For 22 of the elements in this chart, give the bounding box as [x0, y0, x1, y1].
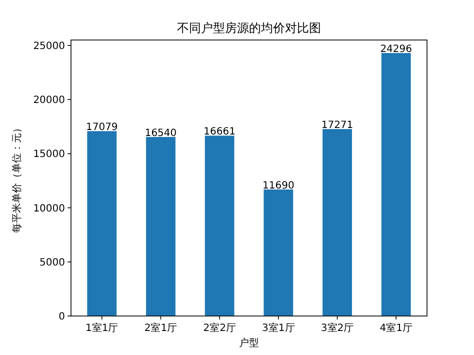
y-tick-label: 20000: [33, 95, 65, 106]
data-label: 16661: [204, 126, 236, 138]
y-tick-label: 10000: [33, 203, 65, 214]
x-tick-label: 3室1厅: [262, 322, 295, 334]
data-label: 16540: [144, 128, 177, 139]
x-tick-label: 2室1厅: [144, 322, 178, 334]
x-tick-label: 3室2厅: [320, 322, 354, 334]
x-tick-label: 1室1厅: [86, 322, 118, 334]
data-label: 11690: [262, 180, 294, 192]
y-tick-label: 5000: [40, 257, 65, 268]
y-tick-label: 15000: [33, 149, 65, 160]
plot: 17079 16540 16661 11690 17271 24296: [86, 44, 412, 316]
y-tick-label: 0: [58, 312, 65, 322]
x-axis-title: 户型: [239, 337, 259, 349]
x-tick-label: 4室1厅: [380, 322, 412, 334]
x-tick-label: 2室2厅: [203, 322, 236, 334]
y-tick-label: 25000: [33, 40, 65, 52]
data-label: 24296: [380, 44, 412, 56]
chart-title: 不同户型房源的均价对比图: [177, 21, 321, 35]
y-axis-title: 每平米单价（单位：元）: [11, 123, 23, 233]
data-label: 17271: [321, 120, 354, 132]
data-label: 17079: [86, 122, 118, 134]
